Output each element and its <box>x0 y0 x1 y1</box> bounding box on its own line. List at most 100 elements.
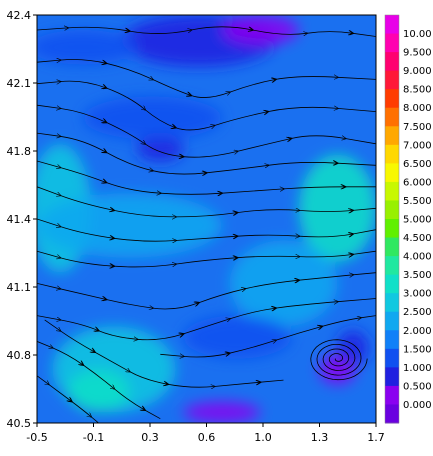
colorbar-segment <box>385 163 399 183</box>
colorbar-segment <box>385 89 399 109</box>
plot-area <box>36 14 377 424</box>
streamline-arrow <box>66 396 73 402</box>
streamline-arrow <box>294 277 300 284</box>
colorbar-segment <box>385 293 399 313</box>
streamline-arrow <box>124 27 131 34</box>
streamline-arrow <box>348 252 354 258</box>
streamline-arrow <box>317 324 323 331</box>
colorbar-segment <box>385 181 399 201</box>
colorbar: 10.00 9.500 9.000 8.500 8.000 7.500 7.000 6.500… <box>384 14 432 424</box>
colorbar-label: 3.000 <box>403 289 432 300</box>
colorbar-label: 4.500 <box>403 233 432 244</box>
streamline-arrow <box>348 29 354 36</box>
colorbar-segment <box>385 52 399 72</box>
streamline-arrow <box>224 351 231 357</box>
streamline-15 <box>160 315 376 357</box>
streamline-arrow <box>255 379 262 386</box>
x-tick-label: -0.5 <box>26 431 47 444</box>
field-patch-2 <box>221 15 299 46</box>
colorbar-segment <box>385 274 399 294</box>
streamline-arrow <box>89 347 96 353</box>
colorbar-segment <box>385 367 399 387</box>
streamline-arrow <box>101 59 108 66</box>
streamline-arrow <box>247 26 254 32</box>
streamline-arrow <box>232 210 239 216</box>
colorbar-label: 7.000 <box>403 140 432 151</box>
x-tick-label: 0.6 <box>198 431 216 444</box>
y-axis: 42.4 42.1 41.8 41.4 41.1 40.8 40.5 <box>7 9 37 430</box>
streamlines <box>37 27 376 423</box>
streamline-arrow <box>347 232 354 238</box>
colorbar-segment <box>385 237 399 257</box>
field-patch-7 <box>37 193 222 258</box>
colorbar-label: 5.000 <box>403 215 432 226</box>
colorbar-label: 1.000 <box>403 363 432 374</box>
x-tick-label: 1.0 <box>254 431 272 444</box>
colorbar-label: 0.500 <box>403 381 432 392</box>
colorbar-segment <box>385 70 399 90</box>
colorbar-label: 4.000 <box>403 252 432 263</box>
colorbar-segment <box>385 107 399 127</box>
colorbar-label: 2.500 <box>403 307 432 318</box>
colorbar-label: 6.500 <box>403 159 432 170</box>
colorbar-label: 0.000 <box>403 400 432 411</box>
y-tick-label: 40.5 <box>7 417 32 430</box>
colorbar-label: 7.500 <box>403 122 432 133</box>
streamline-8 <box>37 218 376 241</box>
field-patch-3 <box>37 30 138 65</box>
streamline-arrow <box>340 184 347 190</box>
colorbar-segment <box>385 219 399 239</box>
streamline-14 <box>37 375 99 423</box>
streamline-arrow <box>139 405 146 411</box>
field-patch-15 <box>183 315 292 359</box>
streamline-arrow <box>271 305 277 312</box>
streamline-arrow <box>101 178 108 184</box>
colorbar-label: 8.000 <box>403 103 432 114</box>
colorbar-segment <box>385 311 399 331</box>
field-patch-8 <box>298 154 376 262</box>
x-tick-label: -0.1 <box>83 431 104 444</box>
colorbar-label: 9.500 <box>403 48 432 59</box>
colorbar-label: 1.500 <box>403 344 432 355</box>
y-tick-label: 42.4 <box>7 9 32 22</box>
colorbar-segment <box>385 33 399 53</box>
x-tick-label: 1.3 <box>311 431 329 444</box>
streamline-arrow <box>101 147 108 153</box>
streamline-7 <box>37 186 376 217</box>
colorbar-label: 6.000 <box>403 177 432 188</box>
x-axis: -0.5 -0.1 0.3 0.6 1.0 1.3 1.7 <box>26 423 385 444</box>
y-tick-label: 41.4 <box>7 213 32 226</box>
streamline-arrow <box>109 234 115 241</box>
field-patch-12 <box>183 401 261 423</box>
colorbar-frame <box>384 14 400 424</box>
streamline-arrow <box>101 83 108 90</box>
colorbar-label: 2.000 <box>403 326 432 337</box>
y-tick-label: 41.1 <box>7 281 32 294</box>
colorbar-segment <box>385 256 399 276</box>
vortex-swirl <box>310 339 368 381</box>
vortex-spiral <box>310 339 368 381</box>
streamline-arrow <box>348 208 354 214</box>
colorbar-segment <box>385 385 399 405</box>
streamline-9 <box>37 250 376 267</box>
y-tick-label: 41.8 <box>7 145 32 158</box>
streamline-arrow <box>232 255 239 261</box>
colorbar-segment <box>385 15 399 35</box>
streamline-arrow <box>232 233 239 240</box>
colorbar-segment <box>385 144 399 164</box>
streamline-arrow <box>109 206 115 213</box>
colorbar-label: 10.00 <box>403 29 432 40</box>
colorbar-label: 5.500 <box>403 196 432 207</box>
streamline-arrow <box>109 263 115 269</box>
colorbar-segment <box>385 348 399 368</box>
streamline-13 <box>44 319 284 387</box>
x-tick-label: 0.3 <box>141 431 159 444</box>
colorbar-segment <box>385 126 399 146</box>
colorbar-label: 3.500 <box>403 270 432 281</box>
streamline-arrow <box>163 380 169 387</box>
y-tick-label: 42.1 <box>7 77 32 90</box>
streamline-arrow <box>101 118 108 124</box>
y-tick-label: 40.8 <box>7 349 32 362</box>
colorbar-segment <box>385 404 399 424</box>
